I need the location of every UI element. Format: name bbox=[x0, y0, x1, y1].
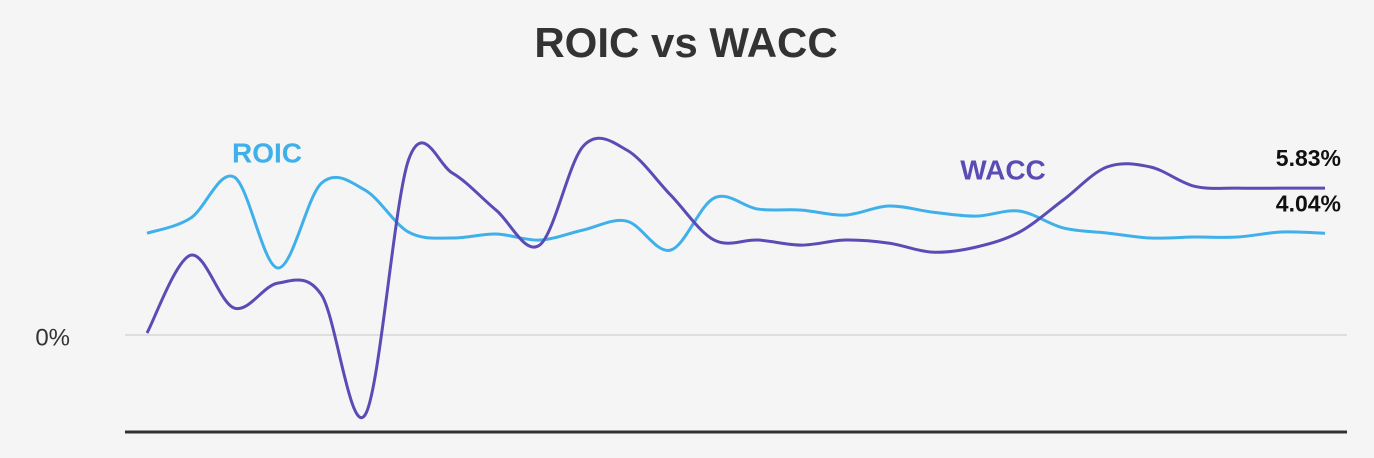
chart-title: ROIC vs WACC bbox=[534, 19, 837, 66]
line bbox=[145, 136, 1325, 420]
series-label: WACC bbox=[960, 154, 1046, 185]
value-label: 4.04% bbox=[1276, 190, 1341, 216]
series-label: ROIC bbox=[232, 137, 302, 168]
y-tick-label: 0% bbox=[35, 324, 70, 351]
value-label: 5.83% bbox=[1276, 145, 1341, 171]
line bbox=[146, 174, 1326, 270]
